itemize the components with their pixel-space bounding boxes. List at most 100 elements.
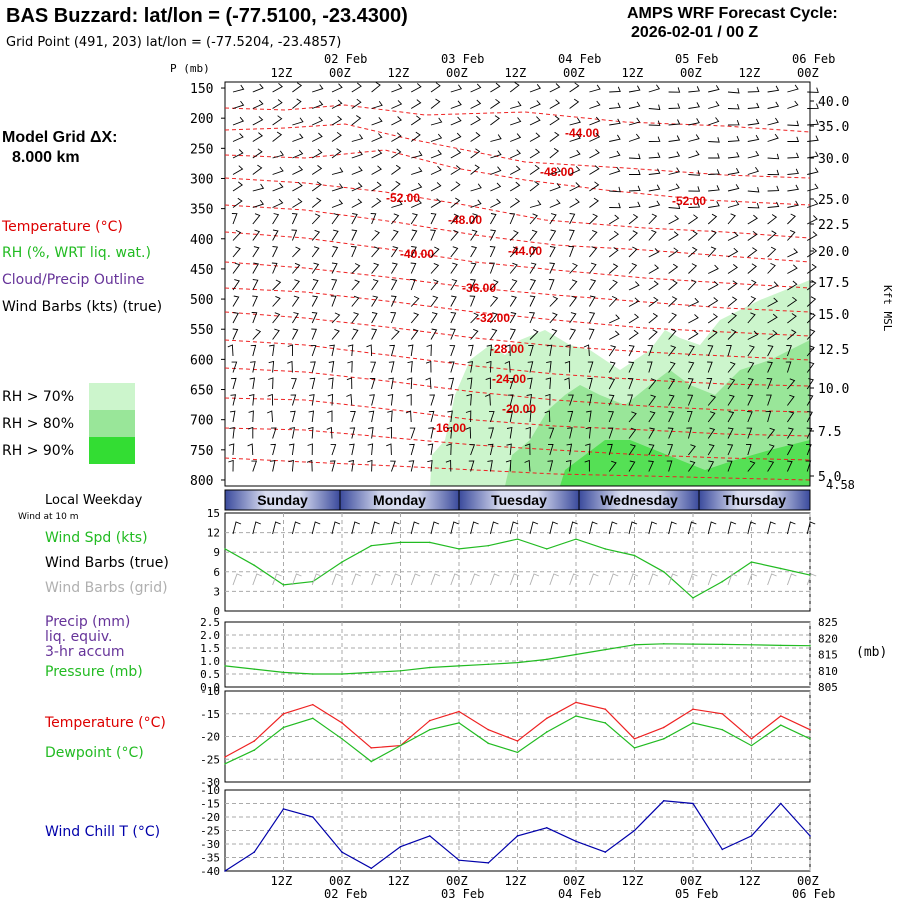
wind-barb [232, 181, 243, 192]
wind-barb [227, 344, 234, 357]
wind-barb [628, 214, 639, 225]
wind-barb [272, 99, 283, 109]
wind-barb [367, 443, 374, 456]
wind-barb [388, 377, 394, 390]
wind-barb [311, 312, 318, 324]
wind-barb [806, 296, 817, 307]
wind-barb [371, 117, 383, 126]
wind-barb [327, 410, 333, 422]
wind-barb [507, 410, 514, 423]
wind-barb [470, 164, 480, 175]
wind-barb [490, 82, 501, 93]
wind-barb [272, 198, 284, 208]
wind-barb [406, 377, 413, 390]
wind-barb [707, 297, 719, 307]
wind-barb [430, 279, 439, 291]
precip-pressure-panel: 2.52.01.51.00.50.0 825 820 815 810 805 [200, 616, 838, 694]
wind-barb [648, 296, 659, 307]
wind-barb [351, 213, 358, 225]
wind-barb [390, 312, 397, 324]
wind-barb [807, 183, 819, 192]
wind-barb [746, 427, 753, 439]
wind-barb [485, 377, 491, 389]
wind-barb [648, 427, 656, 439]
wind-barb [509, 230, 519, 241]
wind-barb [232, 116, 245, 126]
pressure-line-point [809, 644, 811, 647]
surface-wind-barb-grid [351, 573, 361, 586]
legend-temperature: Temperature (°C) [1, 219, 123, 235]
pressure-tick: 500 [190, 293, 213, 308]
wind-barb [549, 83, 561, 93]
wind-barb [628, 329, 639, 340]
wind-barb [668, 87, 681, 93]
panel-y-tick: -20 [200, 811, 220, 824]
top-hour-label: 00Z [797, 66, 819, 80]
pressure-tick: 600 [190, 353, 213, 368]
rh80-swatch [89, 410, 135, 437]
wind-barb [272, 246, 279, 258]
wind-barb [726, 345, 732, 357]
wind-barb [767, 361, 773, 373]
wind-barb [608, 279, 618, 291]
wind-barb [487, 443, 494, 456]
wind-speed-line-point [428, 541, 431, 544]
surface-wind-barb-grid [628, 573, 639, 586]
pressure-line-point [633, 643, 636, 646]
wind-barb [269, 344, 275, 357]
wind-barb [509, 295, 517, 307]
wind-barb [628, 153, 641, 160]
wind-barb [668, 231, 679, 241]
wind-barb [470, 328, 479, 340]
wind-barb [289, 427, 296, 439]
wind-barb [727, 184, 740, 192]
wind-barb [529, 100, 541, 109]
wind-barb [429, 394, 436, 406]
wind-barb [589, 116, 601, 126]
wind-barb [628, 411, 637, 423]
wind-barb [628, 444, 636, 456]
wind-barb [708, 85, 720, 93]
wind-barb [490, 295, 499, 307]
wind-barb [371, 149, 383, 159]
pressure-line-point [604, 648, 607, 651]
wind-barb [687, 378, 694, 390]
surface-wind-barb-grid [390, 573, 401, 586]
wind-barb [371, 246, 380, 258]
wind-barb [270, 443, 276, 456]
wind-barb [807, 135, 819, 142]
wind-barb [410, 328, 419, 340]
wind-barb [311, 165, 323, 175]
wind-barb [806, 215, 818, 225]
wind-barb [787, 120, 800, 127]
contour-label: -32.00 [476, 311, 510, 325]
wind-barb [787, 200, 799, 208]
temperature-label: Temperature (°C) [44, 715, 166, 731]
pressure-line-point [487, 663, 490, 666]
wind-barb [608, 394, 615, 406]
wind-barb [272, 328, 280, 340]
wind-barb [466, 377, 473, 390]
pressure-tick: 800 [190, 474, 213, 489]
wind-barb [391, 199, 403, 208]
wind-barb [509, 246, 519, 258]
wind-speed-line-point [341, 561, 343, 563]
wind-barb [290, 410, 296, 423]
wind-barb [391, 279, 398, 291]
wind-barb [368, 410, 375, 423]
wind-barb [648, 313, 659, 324]
wind-barb [767, 153, 780, 160]
surface-wind-barb-grid [232, 573, 243, 586]
surface-wind-barb-grid [767, 573, 777, 586]
wind-barb [351, 328, 359, 340]
wind-chill-line-point [399, 845, 402, 848]
wind-barb [450, 165, 461, 175]
precip-liq-label: liq. equiv. [45, 629, 112, 645]
wind-barb [727, 152, 740, 159]
wind-barb [351, 229, 358, 241]
wind-barb [349, 427, 356, 439]
top-hour-label: 12Z [271, 66, 293, 80]
wind-barb [508, 378, 515, 390]
wind-barb [311, 213, 321, 225]
panel-y-tick: 2.0 [200, 629, 220, 642]
